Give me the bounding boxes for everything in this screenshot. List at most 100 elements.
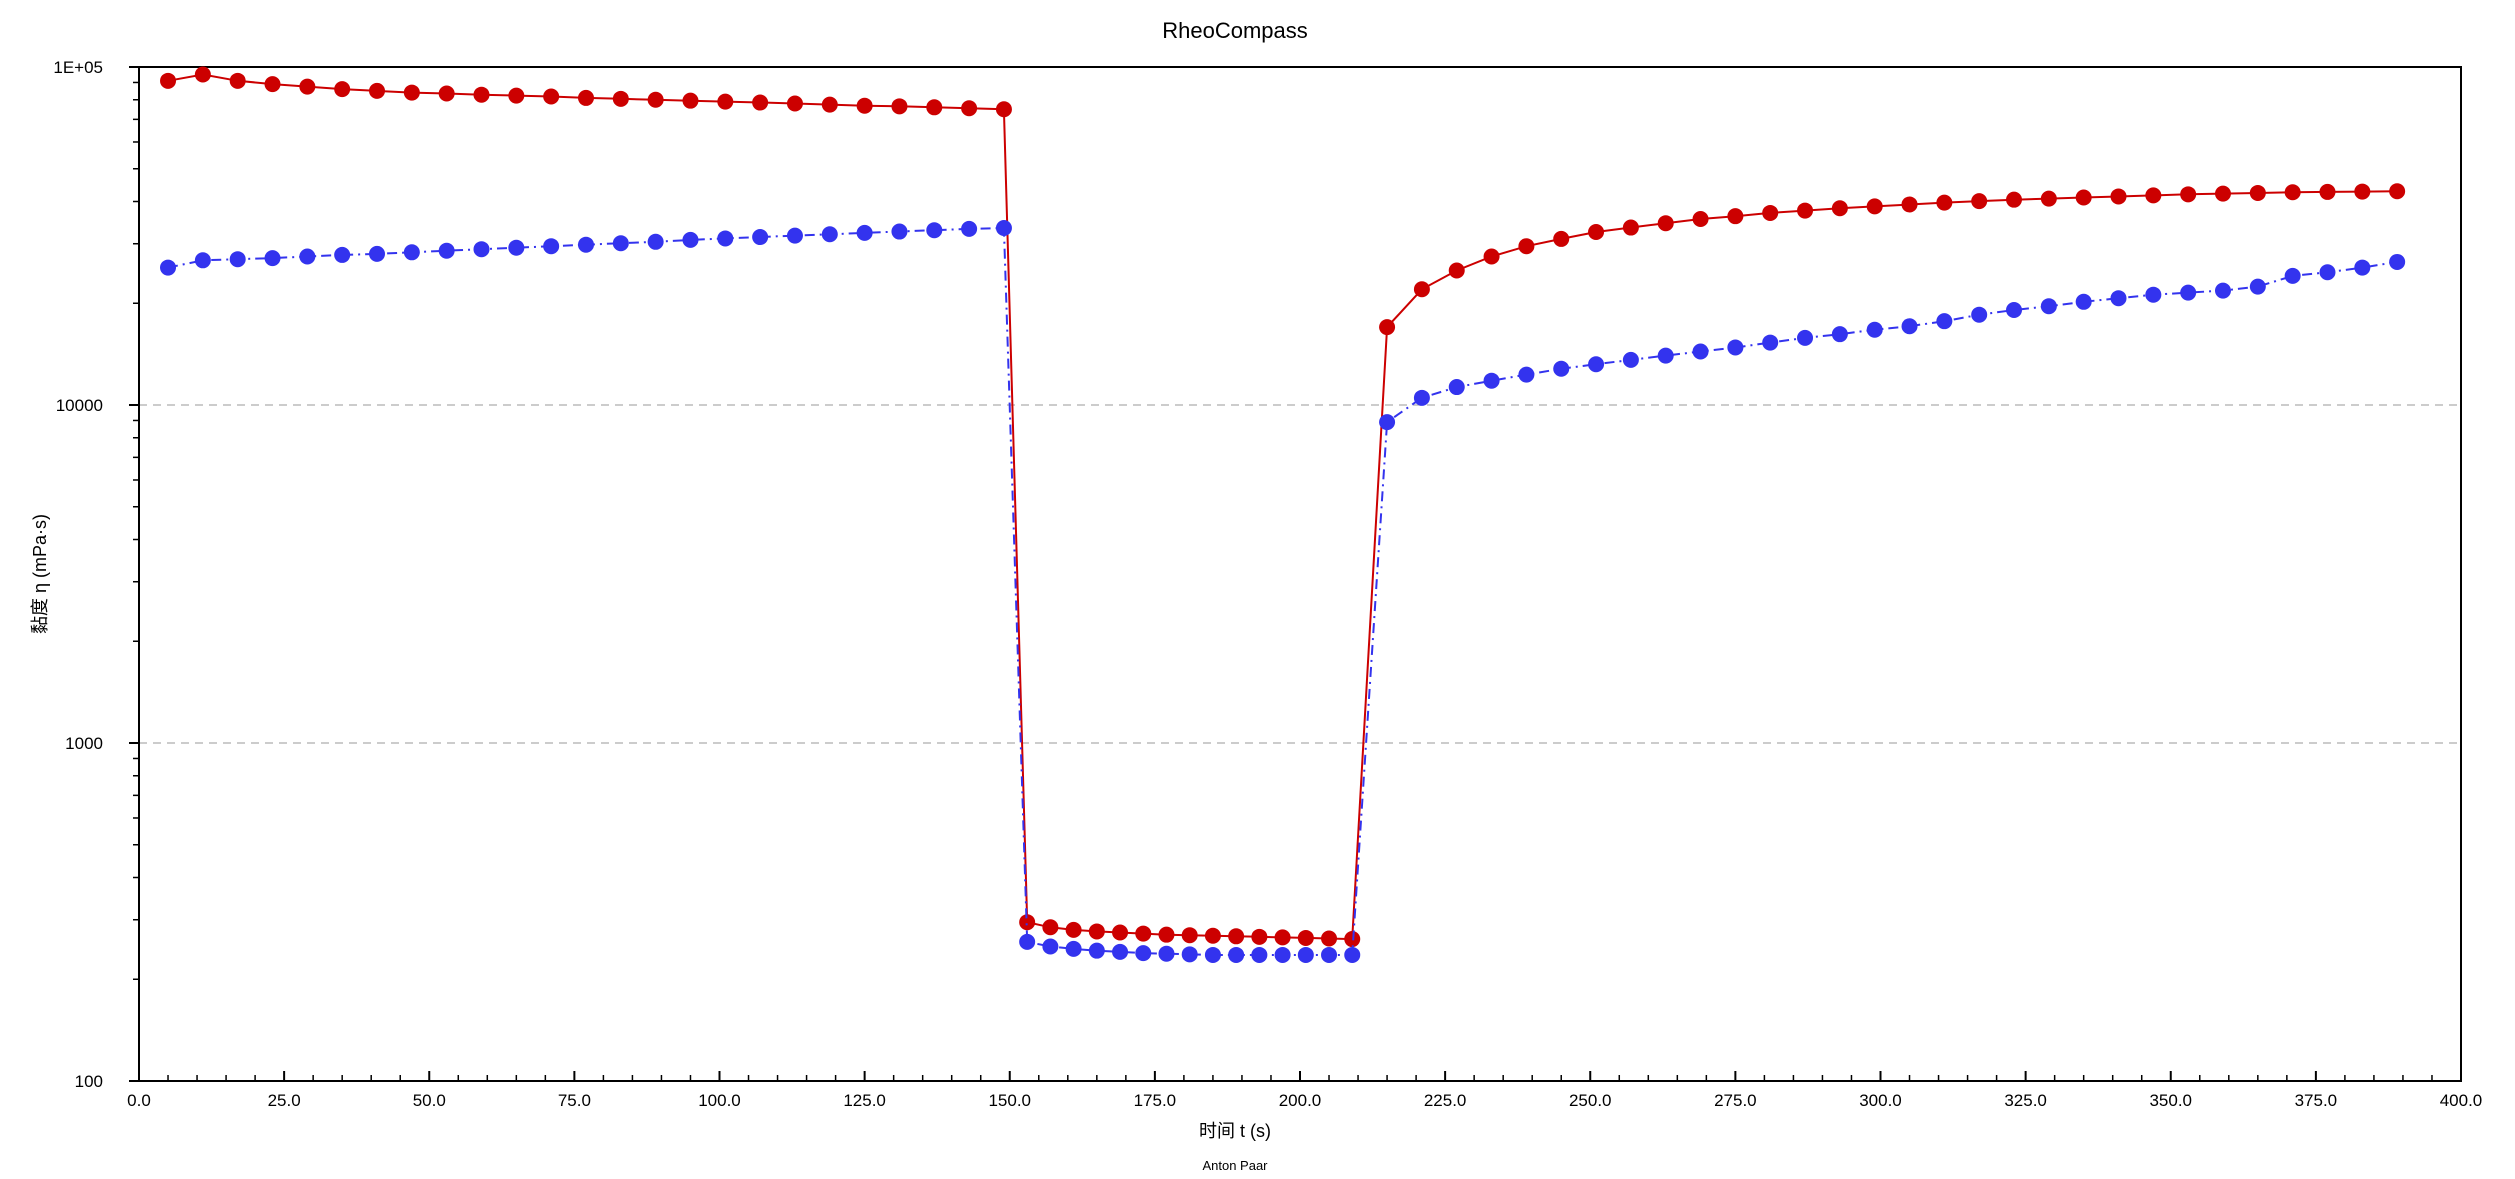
series-2-point — [1553, 360, 1570, 377]
x-tick-label: 125.0 — [843, 1091, 886, 1110]
series-1-point — [194, 66, 211, 83]
series-1-point — [1112, 924, 1129, 941]
series-1-point — [1448, 262, 1465, 279]
series-2-point — [682, 231, 699, 248]
series-1-point — [334, 81, 351, 98]
series-1-point — [1042, 919, 1059, 936]
x-tick-label: 300.0 — [1859, 1091, 1902, 1110]
series-2-point — [543, 238, 560, 255]
series-1-point — [1518, 238, 1535, 255]
x-axis-label: 时间 t (s) — [1199, 1121, 1271, 1141]
series-1-point — [2145, 187, 2162, 204]
series-2-point — [1797, 329, 1814, 346]
series-2-point — [1204, 946, 1221, 963]
series-2-point — [2389, 253, 2406, 270]
series-1-point — [752, 94, 769, 111]
series-2-point — [2214, 282, 2231, 299]
grid-lines — [139, 404, 2461, 744]
series-1-point — [1797, 202, 1814, 219]
series-1-point — [160, 72, 177, 89]
series-1-point — [717, 93, 734, 110]
series-1-point — [1866, 198, 1883, 215]
series-2-point — [2319, 264, 2336, 281]
series-2-point — [2145, 286, 2162, 303]
series-2-point — [1518, 366, 1535, 383]
series-1-point — [1088, 923, 1105, 940]
series-1-point — [543, 88, 560, 105]
series-1-point — [1936, 194, 1953, 211]
series-2-point — [821, 226, 838, 243]
x-tick-label: 275.0 — [1714, 1091, 1757, 1110]
series-2-point — [1181, 946, 1198, 963]
x-tick-label: 200.0 — [1279, 1091, 1322, 1110]
series-2-point — [369, 245, 386, 262]
x-tick-label: 375.0 — [2295, 1091, 2338, 1110]
series-2-point — [752, 229, 769, 246]
series-2-point — [1344, 946, 1361, 963]
x-tick-label: 150.0 — [988, 1091, 1031, 1110]
series-2-line — [167, 226, 2398, 956]
series-2-point — [438, 242, 455, 259]
series-1-point — [2006, 191, 2023, 208]
series-2-point — [334, 246, 351, 263]
series-1-point — [891, 98, 908, 115]
series-1-point — [2214, 185, 2231, 202]
series-1-point — [1135, 925, 1152, 942]
series-2-point — [229, 251, 246, 268]
series-2-point — [612, 235, 629, 252]
series-2-point — [1448, 379, 1465, 396]
series-2-point — [1936, 313, 1953, 330]
series-1-point — [1379, 319, 1396, 336]
series-1-point — [1727, 208, 1744, 225]
series-1-point — [2319, 183, 2336, 200]
y-tick-label: 1E+05 — [53, 58, 103, 77]
series-2-point — [717, 230, 734, 247]
series-1-point — [2180, 186, 2197, 203]
series-2-point — [647, 233, 664, 250]
series-2-point — [2180, 284, 2197, 301]
series-2-point — [1866, 321, 1883, 338]
x-tick-label: 50.0 — [413, 1091, 446, 1110]
series-2-point — [508, 239, 525, 256]
x-tick-label: 100.0 — [698, 1091, 741, 1110]
series-1-point — [1065, 921, 1082, 938]
series-1-point — [821, 96, 838, 113]
series-1-point — [2075, 189, 2092, 206]
series-1-point — [961, 100, 978, 117]
series-1-point — [2284, 184, 2301, 201]
series-2-point — [1901, 318, 1918, 335]
series-1-point — [1622, 219, 1639, 236]
series-layer — [160, 66, 2406, 963]
x-tick-label: 175.0 — [1134, 1091, 1177, 1110]
series-2-point — [1135, 945, 1152, 962]
series-2-point — [577, 236, 594, 253]
series-2-point — [1321, 946, 1338, 963]
series-2-point — [2249, 278, 2266, 295]
series-2-point — [194, 252, 211, 269]
series-1-point — [2249, 184, 2266, 201]
chart-title: RheoCompass — [1162, 18, 1308, 43]
series-2-point — [961, 220, 978, 237]
series-2-point — [1274, 946, 1291, 963]
series-1-point — [577, 89, 594, 106]
series-1-line — [167, 73, 2398, 941]
series-1-point — [926, 99, 943, 116]
series-2-point — [786, 227, 803, 244]
x-tick-label: 25.0 — [268, 1091, 301, 1110]
series-2-point — [1042, 938, 1059, 955]
x-tick-label: 0.0 — [127, 1091, 151, 1110]
series-1-point — [786, 95, 803, 112]
series-1-point — [1251, 928, 1268, 945]
series-1-point — [1181, 927, 1198, 944]
series-1-point — [2389, 183, 2406, 200]
y-tick-label: 10000 — [56, 396, 103, 415]
x-tick-label: 225.0 — [1424, 1091, 1467, 1110]
x-tick-label: 250.0 — [1569, 1091, 1612, 1110]
series-2-point — [1727, 339, 1744, 356]
series-1-point — [612, 90, 629, 107]
series-1-point — [1321, 930, 1338, 947]
series-2-point — [1692, 343, 1709, 360]
